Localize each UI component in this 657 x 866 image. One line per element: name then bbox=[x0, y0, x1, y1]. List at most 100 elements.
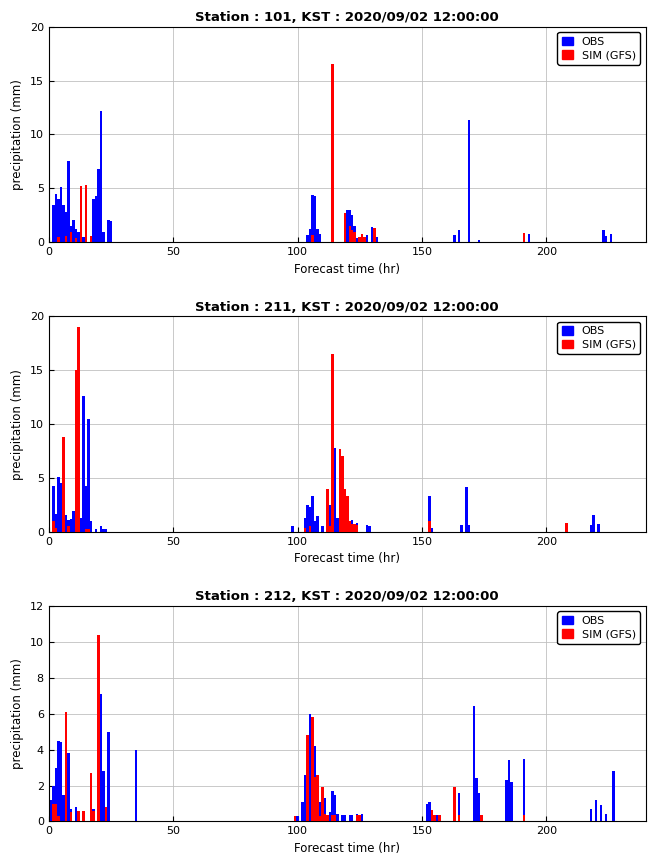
Bar bbox=[336, 814, 338, 822]
Bar bbox=[319, 802, 321, 822]
Bar bbox=[92, 811, 95, 822]
Bar bbox=[304, 527, 306, 532]
Bar bbox=[95, 528, 97, 532]
Bar bbox=[458, 792, 461, 822]
Bar bbox=[565, 523, 568, 532]
Bar bbox=[316, 229, 319, 242]
X-axis label: Forecast time (hr): Forecast time (hr) bbox=[294, 553, 400, 565]
Bar bbox=[353, 526, 356, 532]
Bar bbox=[595, 800, 597, 822]
Bar bbox=[67, 161, 70, 242]
Bar bbox=[309, 527, 311, 532]
Bar bbox=[57, 816, 60, 822]
Bar bbox=[351, 216, 353, 242]
Bar bbox=[82, 396, 85, 532]
Legend: OBS, SIM (GFS): OBS, SIM (GFS) bbox=[557, 32, 641, 65]
Bar bbox=[79, 229, 82, 242]
Bar bbox=[304, 775, 306, 822]
Bar bbox=[97, 710, 100, 822]
Bar bbox=[602, 230, 605, 242]
Bar bbox=[100, 694, 102, 822]
Bar bbox=[306, 735, 309, 822]
Bar bbox=[92, 199, 95, 242]
Bar bbox=[60, 742, 62, 822]
Bar bbox=[55, 767, 57, 822]
Bar bbox=[70, 812, 72, 822]
Bar bbox=[356, 526, 359, 532]
Bar bbox=[438, 815, 441, 822]
Bar bbox=[353, 226, 356, 242]
Bar bbox=[465, 487, 468, 532]
Bar bbox=[363, 237, 366, 242]
Bar bbox=[338, 449, 341, 532]
Y-axis label: precipitation (mm): precipitation (mm) bbox=[11, 369, 24, 480]
Bar bbox=[92, 809, 95, 822]
Bar bbox=[62, 437, 65, 532]
Bar bbox=[373, 229, 376, 242]
Bar bbox=[453, 787, 455, 822]
Bar bbox=[328, 527, 331, 532]
Bar bbox=[313, 196, 316, 242]
Bar bbox=[311, 721, 313, 822]
Bar bbox=[359, 238, 361, 242]
Bar bbox=[316, 794, 319, 822]
Bar bbox=[82, 816, 85, 822]
Bar bbox=[353, 231, 356, 242]
Bar bbox=[328, 505, 331, 532]
Bar bbox=[53, 804, 55, 822]
Bar bbox=[468, 120, 470, 242]
Bar bbox=[55, 804, 57, 822]
Bar bbox=[85, 239, 87, 242]
Bar bbox=[366, 235, 369, 242]
Bar bbox=[508, 760, 510, 822]
Bar bbox=[65, 212, 67, 242]
Bar bbox=[70, 226, 72, 242]
Bar bbox=[67, 753, 70, 822]
Bar bbox=[70, 519, 72, 532]
Bar bbox=[311, 195, 313, 242]
Bar bbox=[296, 816, 299, 822]
Bar bbox=[331, 467, 334, 532]
Bar bbox=[369, 527, 371, 532]
Bar bbox=[78, 521, 79, 532]
Bar bbox=[102, 231, 104, 242]
Bar bbox=[62, 204, 65, 242]
Bar bbox=[344, 497, 346, 532]
Bar bbox=[473, 707, 476, 822]
Bar bbox=[90, 773, 92, 822]
Bar bbox=[304, 518, 306, 532]
Bar bbox=[336, 518, 338, 532]
Bar bbox=[324, 814, 326, 822]
Y-axis label: precipitation (mm): precipitation (mm) bbox=[11, 79, 24, 190]
Bar bbox=[321, 809, 324, 822]
Title: Station : 211, KST : 2020/09/02 12:00:00: Station : 211, KST : 2020/09/02 12:00:00 bbox=[196, 301, 499, 313]
Bar bbox=[135, 750, 137, 822]
Bar bbox=[97, 635, 100, 822]
Bar bbox=[319, 816, 321, 822]
Bar bbox=[426, 804, 428, 822]
Bar bbox=[100, 111, 102, 242]
Bar bbox=[593, 514, 595, 532]
Bar bbox=[359, 815, 361, 822]
Bar bbox=[351, 815, 353, 822]
Bar bbox=[87, 528, 90, 532]
Bar bbox=[612, 771, 615, 822]
Bar bbox=[75, 513, 78, 532]
Bar bbox=[605, 236, 607, 242]
Bar bbox=[346, 496, 348, 532]
Bar bbox=[78, 811, 79, 822]
Bar bbox=[104, 528, 107, 532]
Bar bbox=[351, 520, 353, 532]
Bar bbox=[72, 220, 75, 242]
Bar bbox=[65, 777, 67, 822]
Y-axis label: precipitation (mm): precipitation (mm) bbox=[11, 658, 24, 769]
Bar bbox=[321, 527, 324, 532]
Bar bbox=[57, 199, 60, 242]
Bar bbox=[104, 807, 107, 822]
Bar bbox=[90, 236, 92, 242]
Bar bbox=[331, 237, 334, 242]
Bar bbox=[306, 505, 309, 532]
Bar bbox=[306, 746, 309, 822]
Title: Station : 212, KST : 2020/09/02 12:00:00: Station : 212, KST : 2020/09/02 12:00:00 bbox=[196, 591, 499, 604]
Bar bbox=[353, 524, 356, 532]
